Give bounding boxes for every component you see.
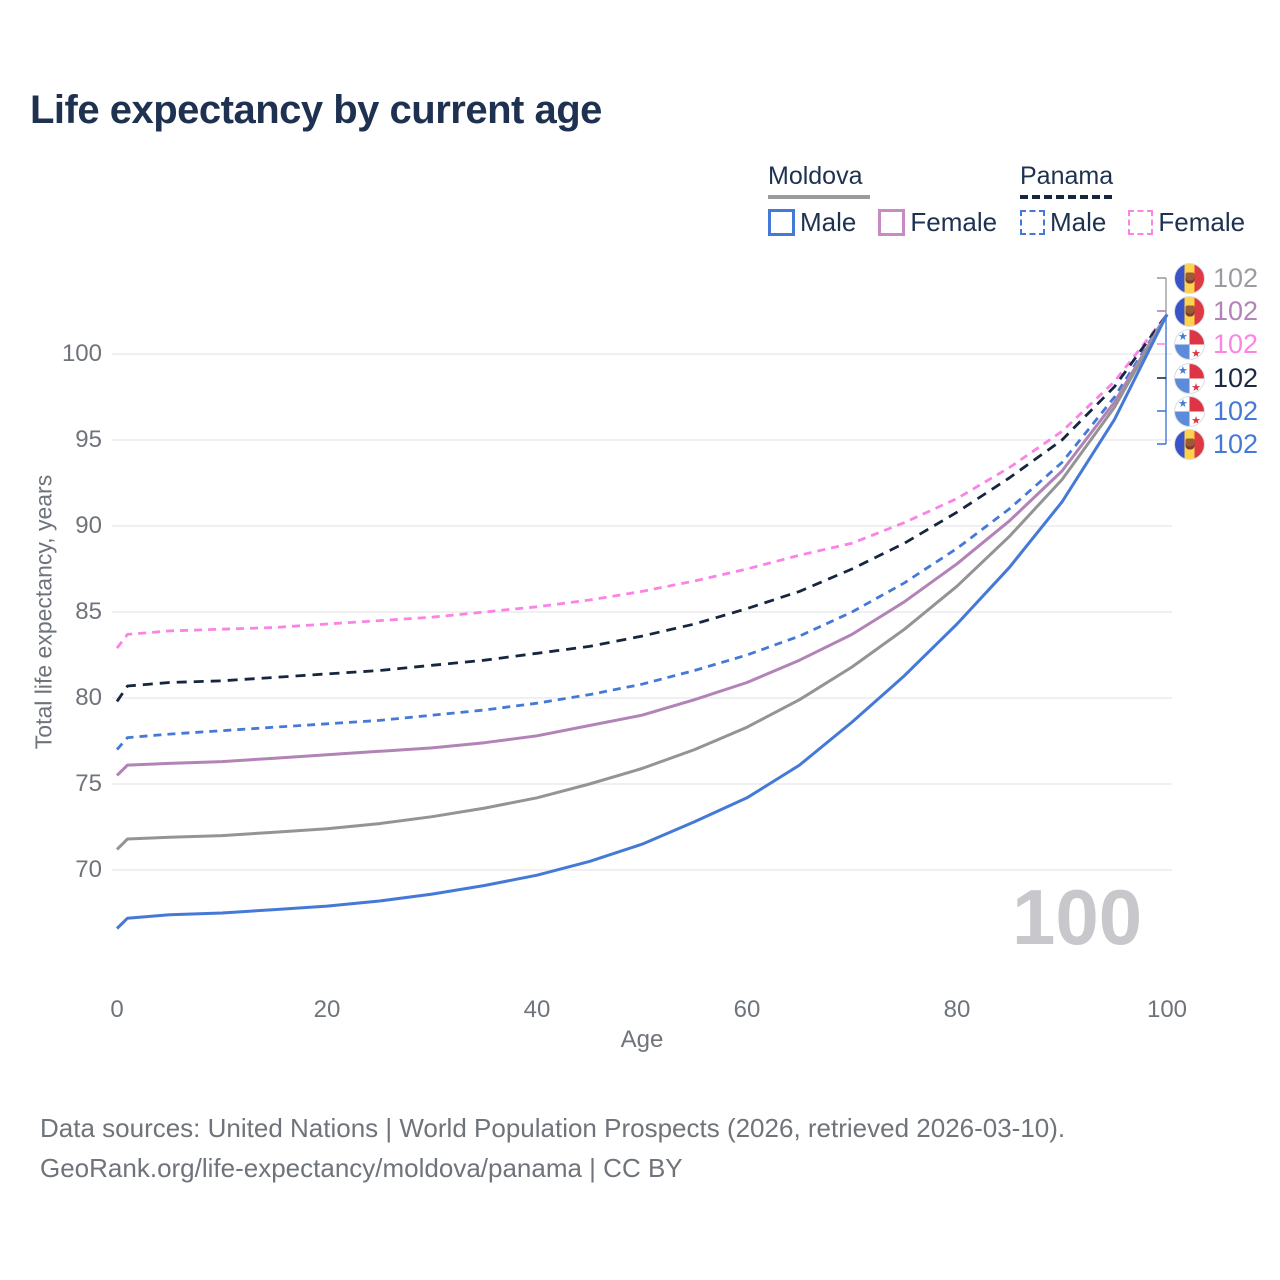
y-tick-label: 95 (75, 426, 102, 453)
series-line-panama-male (115, 313, 1169, 751)
x-tick-label: 0 (110, 996, 124, 1023)
end-label-panama-female: 102 (1174, 328, 1258, 360)
moldova-emblem-icon (1185, 272, 1194, 284)
legend-header-moldova[interactable]: Moldova (768, 162, 863, 190)
legend-line-sample-moldova (768, 195, 870, 199)
footer: Data sources: United Nations | World Pop… (40, 1108, 1065, 1188)
end-value: 102 (1213, 362, 1259, 393)
legend-label-moldova-female[interactable]: Female (910, 207, 998, 237)
page-title: Life expectancy by current age (30, 88, 602, 132)
legend-group-panama: Panama Male Female (1020, 162, 1245, 238)
x-tick-label: 40 (523, 996, 551, 1023)
legend-label-panama-female[interactable]: Female (1158, 207, 1246, 237)
y-tick-label: 70 (75, 856, 102, 883)
panama-flag-icon (1174, 362, 1205, 394)
series-line-panama-female (115, 313, 1169, 649)
series-line-moldova-male (115, 313, 1169, 930)
footer-source-line: Data sources: United Nations | World Pop… (40, 1113, 1066, 1143)
current-age-watermark: 100 (1012, 873, 1143, 961)
panama-flag-icon (1174, 395, 1205, 427)
x-tick-label: 60 (733, 996, 761, 1023)
x-tick-label: 100 (1146, 996, 1188, 1023)
y-tick-label: 100 (61, 340, 102, 367)
x-tick-label: 80 (943, 996, 971, 1023)
series-line-moldova-female (115, 313, 1169, 777)
x-tick-label: 20 (313, 996, 341, 1023)
moldova-emblem-icon (1185, 305, 1194, 317)
moldova-flag-icon (1174, 262, 1205, 294)
legend-label-moldova-male[interactable]: Male (800, 207, 857, 237)
y-tick-label: 85 (75, 598, 102, 625)
series-line-moldova-both (115, 313, 1169, 851)
legend-swatch-panama-male[interactable] (1020, 210, 1045, 235)
end-value: 102 (1213, 262, 1259, 293)
legend-line-sample-panama (1020, 195, 1112, 199)
y-tick-label: 90 (75, 512, 102, 539)
x-axis-title: Age (620, 1026, 664, 1053)
y-tick-label: 80 (75, 684, 102, 711)
footer-url-line: GeoRank.org/life-expectancy/moldova/pana… (40, 1153, 683, 1183)
moldova-emblem-icon (1185, 438, 1194, 450)
end-label-moldova-male: 102 (1174, 428, 1258, 460)
moldova-flag-icon (1174, 428, 1205, 460)
end-label-moldova-female: 102 (1174, 295, 1258, 327)
legend-swatch-moldova-male[interactable] (768, 209, 795, 236)
legend-header-panama[interactable]: Panama (1020, 162, 1114, 190)
end-value: 102 (1213, 428, 1259, 459)
end-value: 102 (1213, 328, 1259, 359)
legend-group-moldova: Moldova Male Female (768, 162, 997, 238)
moldova-flag-icon (1174, 295, 1205, 327)
series-line-panama-both (115, 313, 1169, 703)
end-value: 102 (1213, 295, 1259, 326)
end-label-moldova-total: 102 (1174, 262, 1258, 294)
end-value: 102 (1213, 395, 1259, 426)
y-tick-label: 75 (75, 770, 102, 797)
end-label-panama-male: 102 (1174, 395, 1258, 427)
y-axis-title: Total life expectancy, years (30, 474, 57, 750)
legend-swatch-panama-female[interactable] (1128, 210, 1154, 235)
panama-flag-icon (1174, 328, 1205, 360)
legend-swatch-moldova-female[interactable] (878, 209, 906, 236)
end-label-panama-total: 102 (1174, 362, 1258, 394)
legend-label-panama-male[interactable]: Male (1050, 207, 1107, 237)
